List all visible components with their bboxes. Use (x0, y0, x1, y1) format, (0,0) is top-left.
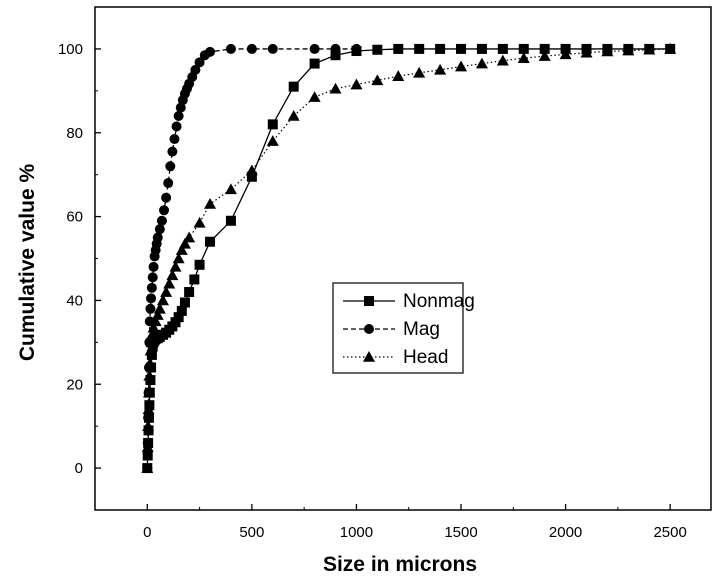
mag-point (147, 283, 157, 293)
legend-label-nonmag: Nonmag (403, 291, 475, 312)
x-tick-label: 2500 (653, 524, 686, 541)
head-line (147, 49, 670, 468)
legend-label-mag: Mag (403, 319, 440, 340)
series-mag (142, 44, 361, 473)
mag-point (146, 293, 156, 303)
x-tick-label: 0 (143, 524, 151, 541)
mag-point (155, 224, 165, 234)
y-axis-title: Cumulative value % (16, 164, 39, 362)
nonmag-point (189, 274, 199, 284)
nonmag-point (456, 44, 466, 54)
legend-label-head: Head (403, 347, 448, 368)
head-point (455, 61, 467, 72)
mag-point (167, 147, 177, 157)
x-axis-title: Size in microns (323, 553, 477, 576)
y-tick-label: 60 (66, 209, 83, 226)
y-tick-label: 20 (66, 376, 83, 393)
y-tick-label: 40 (66, 292, 83, 309)
mag-point (226, 44, 236, 54)
mag-point (149, 262, 159, 272)
nonmag-point (184, 287, 194, 297)
legend-marker-nonmag (364, 296, 374, 306)
nonmag-point (435, 44, 445, 54)
nonmag-line (147, 49, 670, 468)
series-head (141, 43, 676, 473)
y-tick-label: 80 (66, 125, 83, 142)
mag-point (165, 161, 175, 171)
mag-point (161, 193, 171, 203)
mag-point (268, 44, 278, 54)
nonmag-point (414, 44, 424, 54)
mag-point (169, 134, 179, 144)
nonmag-point (180, 298, 190, 308)
mag-point (157, 216, 167, 226)
legend: Nonmag Mag Head (333, 283, 475, 373)
mag-point (331, 44, 341, 54)
head-point (309, 91, 321, 102)
head-point (183, 232, 195, 243)
y-tick-label: 100 (58, 41, 83, 58)
nonmag-point (498, 44, 508, 54)
head-point (288, 110, 300, 121)
nonmag-point (310, 59, 320, 69)
series-layer (141, 43, 676, 473)
mag-point (351, 44, 361, 54)
nonmag-point (289, 82, 299, 92)
mag-point (163, 178, 173, 188)
mag-point (153, 233, 163, 243)
nonmag-point (268, 119, 278, 129)
head-point (413, 67, 425, 78)
nonmag-point (195, 260, 205, 270)
mag-point (159, 205, 169, 215)
nonmag-point (477, 44, 487, 54)
head-point (194, 217, 206, 228)
head-point (392, 70, 404, 81)
nonmag-point (372, 45, 382, 55)
mag-point (174, 111, 184, 121)
nonmag-point (205, 237, 215, 247)
mag-point (247, 44, 257, 54)
head-point (476, 58, 488, 69)
mag-point (145, 304, 155, 314)
legend-marker-mag (364, 324, 374, 334)
x-tick-label: 1500 (444, 524, 477, 541)
mag-point (172, 121, 182, 131)
x-tick-label: 1000 (340, 524, 373, 541)
mag-point (148, 272, 158, 282)
y-tick-label: 0 (75, 460, 83, 477)
head-point (330, 83, 342, 94)
x-tick-label: 500 (239, 524, 264, 541)
series-nonmag (142, 44, 675, 473)
nonmag-point (226, 216, 236, 226)
mag-point (205, 47, 215, 57)
mag-point (310, 44, 320, 54)
x-tick-label: 2000 (549, 524, 582, 541)
head-point (204, 198, 216, 209)
nonmag-point (393, 44, 403, 54)
